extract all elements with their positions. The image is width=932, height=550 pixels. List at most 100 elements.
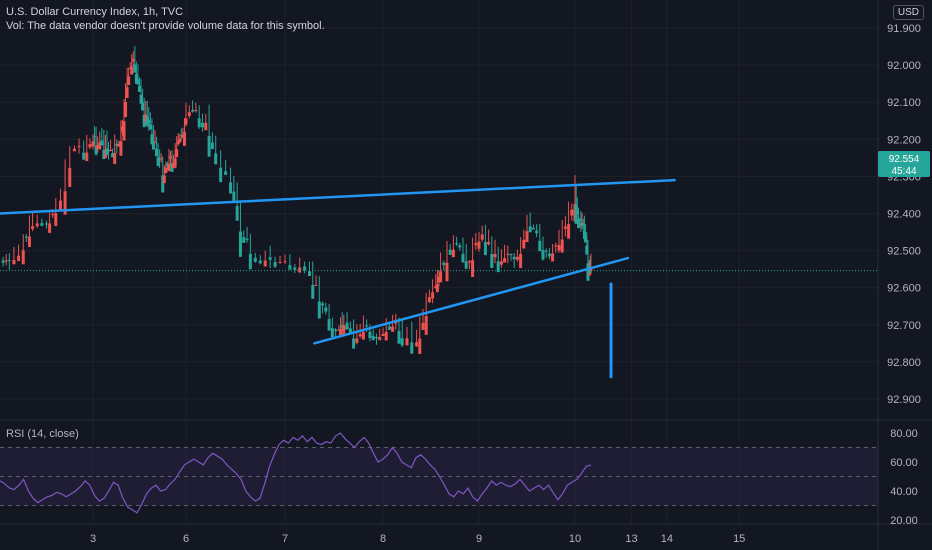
candle-body: [120, 126, 124, 132]
price-axis[interactable]: 92.90092.80092.70092.60092.50092.40092.3…: [887, 23, 921, 406]
candle-body: [96, 145, 100, 149]
candle-body: [535, 230, 539, 234]
price-tick-label: 92.100: [887, 97, 921, 109]
price-tag-bg: [878, 151, 930, 177]
candle-body: [115, 143, 119, 146]
price-tick-label: 92.200: [887, 134, 921, 146]
price-tick-label: 92.800: [887, 357, 921, 369]
candle-body: [159, 158, 163, 160]
grid: [0, 0, 878, 524]
candle-body: [327, 319, 331, 331]
candle-body: [273, 261, 277, 267]
time-tick-label: 8: [380, 533, 386, 545]
candle-body: [82, 152, 86, 160]
time-tick-label: 13: [625, 533, 637, 545]
rsi-legend[interactable]: RSI (14, close): [6, 428, 79, 440]
candle-body: [156, 157, 160, 167]
candle-body: [102, 149, 106, 160]
candle-body: [173, 158, 177, 168]
time-tick-label: 10: [569, 533, 581, 545]
candle-body: [461, 253, 465, 263]
candle-body: [348, 328, 352, 335]
time-axis[interactable]: 3 6 7 8 9 10 13 14 15: [90, 533, 745, 545]
candle-body: [119, 141, 123, 156]
price-tick-label: 92.600: [887, 283, 921, 295]
candle-body: [551, 253, 555, 262]
candle-body: [91, 141, 95, 147]
candle-body: [345, 322, 349, 330]
candle-body: [17, 255, 21, 262]
candle-body: [293, 267, 297, 270]
candle-body: [131, 58, 135, 62]
candle-body: [124, 102, 128, 118]
candle-body: [169, 156, 172, 159]
time-tick-label: 9: [476, 533, 482, 545]
candle-body: [509, 254, 513, 256]
candle-body: [582, 231, 586, 239]
candle-body: [324, 307, 328, 312]
candle-body: [575, 209, 579, 215]
candle-body: [235, 206, 239, 221]
candle-body: [107, 149, 110, 152]
candle-body: [258, 260, 262, 264]
time-tick-label: 3: [90, 533, 96, 545]
candle-body: [147, 120, 151, 124]
candle-body: [451, 249, 455, 258]
candle-body: [103, 149, 107, 159]
candle-body: [538, 240, 542, 252]
candle-body: [161, 175, 165, 193]
currency-button[interactable]: USD: [892, 5, 924, 20]
candle-body: [480, 234, 484, 240]
candle-body: [458, 245, 462, 248]
candle-body: [113, 153, 117, 164]
candle-body: [442, 262, 446, 265]
candle-body: [547, 253, 551, 257]
candle-body: [45, 223, 48, 225]
candle-body: [111, 153, 115, 158]
candle-body: [179, 135, 183, 137]
lower-trendline[interactable]: [0, 178, 676, 215]
candle-body: [145, 117, 149, 126]
candle-body: [48, 223, 52, 233]
candle-body: [365, 325, 369, 327]
candle-body: [245, 238, 249, 240]
candle-body: [158, 158, 162, 160]
trendlines[interactable]: [0, 178, 676, 379]
candle-body: [311, 284, 315, 299]
candle-body: [133, 64, 137, 73]
candle-body: [496, 261, 500, 273]
candle-body: [337, 329, 341, 331]
candle-body: [68, 167, 72, 187]
candle-body: [391, 326, 395, 332]
rsi-levels: [0, 447, 878, 506]
candle-body: [165, 163, 169, 166]
price-tag-countdown: 45:44: [891, 166, 916, 177]
candle-body: [384, 331, 388, 341]
upper-trendline[interactable]: [313, 256, 630, 345]
candle-body: [570, 209, 574, 216]
candle-body: [471, 260, 475, 278]
candle-body: [493, 253, 497, 258]
candle-body: [437, 276, 441, 283]
candle-body: [522, 239, 526, 249]
candle-body: [581, 223, 585, 226]
price-tag: 92.554 45:44: [878, 151, 930, 177]
candle-body: [40, 223, 44, 226]
candle-body: [88, 144, 92, 148]
candle-body: [519, 253, 523, 268]
candle-body: [170, 163, 174, 172]
candle-body: [506, 253, 510, 255]
candle-body: [142, 114, 146, 128]
candle-body: [421, 322, 425, 330]
candle-body: [117, 143, 121, 147]
candle-body: [24, 236, 28, 238]
candle-body: [224, 171, 228, 175]
candle-body: [288, 265, 292, 270]
candle-body: [378, 337, 382, 341]
candle-body: [381, 333, 385, 337]
candle-body: [342, 325, 346, 335]
candle-body: [427, 297, 431, 303]
candle-body: [204, 122, 208, 131]
candle-body: [176, 141, 180, 145]
